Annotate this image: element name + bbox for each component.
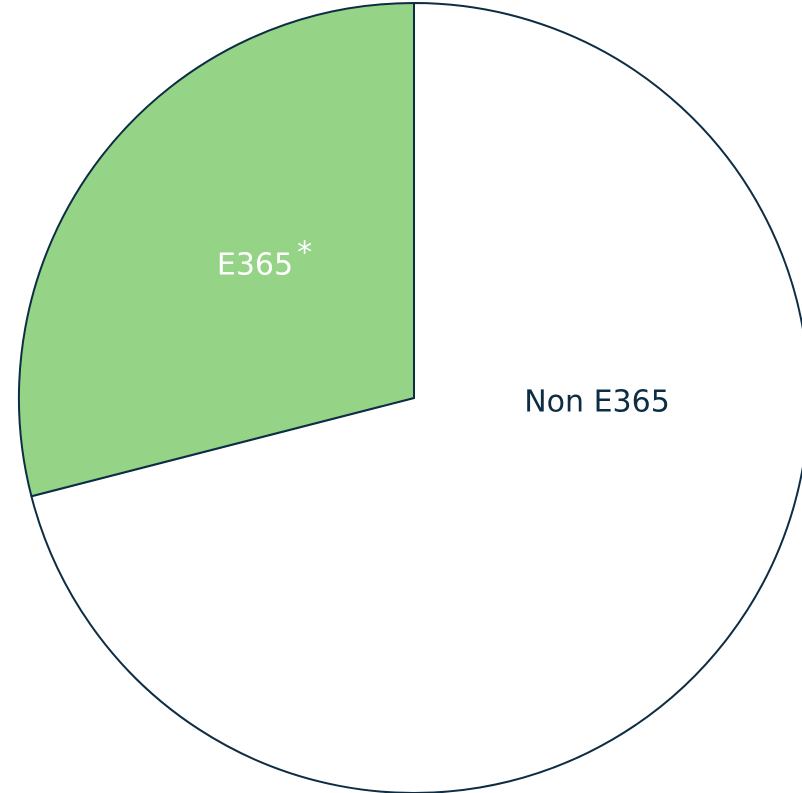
- pie-slice: [18, 1, 415, 498]
- slice-label: Non E365: [524, 385, 670, 420]
- slice-label: E365: [217, 248, 293, 283]
- annotation: *: [297, 236, 312, 271]
- pie-slice: [30, 1, 802, 793]
